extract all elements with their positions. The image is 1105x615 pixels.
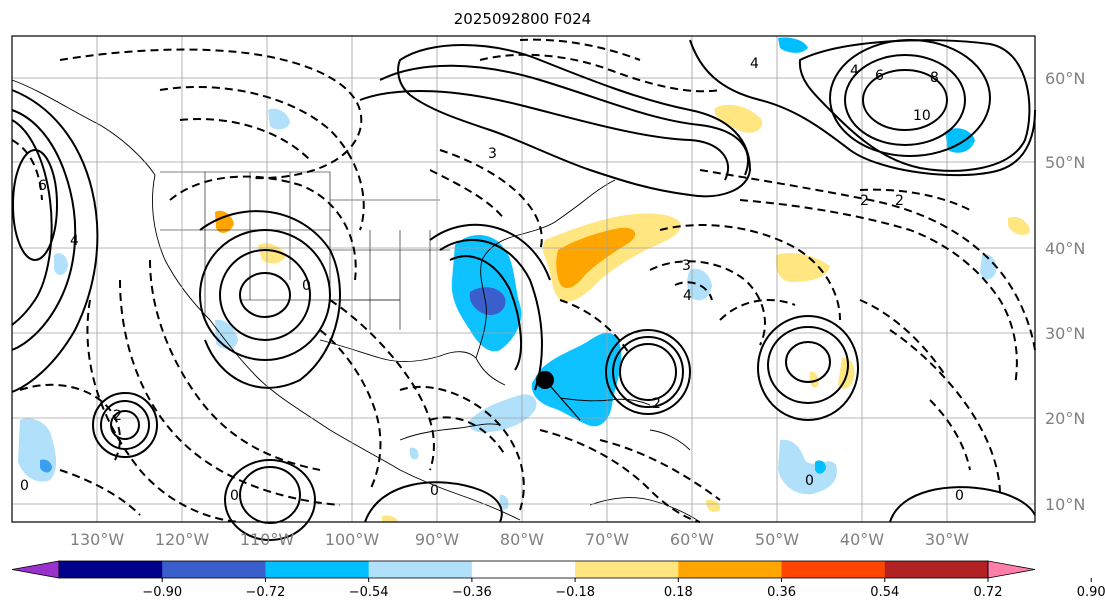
contour-label: 2 [860, 193, 869, 209]
contour-label: 2 [895, 193, 904, 209]
colorbar-tick-label: 0.18 [664, 585, 693, 600]
contour-label: 2 [652, 396, 661, 412]
contour-label: 0 [230, 488, 239, 504]
colorbar-cell [59, 561, 163, 578]
lat-label: 60°N [1045, 69, 1085, 88]
colorbar: −0.90 −0.72 −0.54 −0.36 −0.18 0.18 0.36 0.54 0.7… [11, 560, 1105, 600]
colorbar-tick-label: −0.36 [452, 585, 492, 600]
contour-label: 4 [750, 56, 759, 72]
latitude-labels: 60°N 50°N 40°N 30°N 20°N 10°N [1045, 69, 1085, 514]
colorbar-cell [265, 561, 370, 578]
colorbar-extend-max [987, 560, 1036, 579]
contour-label: 0 [20, 478, 29, 494]
contour-label: 0 [430, 483, 439, 499]
lat-label: 40°N [1045, 239, 1085, 258]
colorbar-cell [678, 561, 783, 578]
contour-label: 4 [70, 233, 79, 249]
map-title: 2025092800 F024 [453, 10, 592, 28]
lon-label: 90°W [415, 530, 459, 549]
contour-label: 0 [955, 488, 964, 504]
map-border [11, 35, 1036, 523]
lat-label: 30°N [1045, 324, 1085, 343]
lon-label: 70°W [585, 530, 629, 549]
contour-labels: 10 8 6 4 4 6 4 2 2 3 3 0 0 0 2 2 4 0 0 0 [20, 56, 964, 504]
colorbar-tick-label: 0.72 [974, 585, 1003, 600]
contour-label: 4 [683, 288, 692, 304]
map-panel: 10 8 6 4 4 6 4 2 2 3 3 0 0 0 2 2 4 0 0 0 [11, 35, 1036, 541]
lon-label: 40°W [840, 530, 884, 549]
colorbar-tick-label: −0.90 [142, 585, 182, 600]
lon-label: 80°W [500, 530, 544, 549]
contour-label: 3 [682, 258, 691, 274]
colorbar-tick-label: −0.18 [555, 585, 595, 600]
colorbar-cell [884, 561, 989, 578]
dashed-contours [11, 38, 1036, 523]
contour-label: 0 [805, 473, 814, 489]
contour-label: 2 [113, 408, 122, 424]
contour-label: 4 [850, 63, 859, 79]
lat-label: 10°N [1045, 495, 1085, 514]
lon-label: 60°W [670, 530, 714, 549]
colorbar-tick-label: 0.54 [870, 585, 899, 600]
contour-label: 6 [38, 178, 47, 194]
lon-label: 30°W [925, 530, 969, 549]
shaded-fields [18, 37, 1030, 522]
contour-label: 3 [488, 146, 497, 162]
colorbar-cell [575, 561, 679, 578]
contour-label: 6 [875, 68, 884, 84]
state-borders [160, 171, 450, 330]
solid-contours [11, 39, 1036, 541]
contour-label: 8 [930, 70, 939, 86]
lon-label: 130°W [70, 530, 125, 549]
colorbar-border [58, 560, 989, 579]
contour-label: 10 [913, 108, 931, 124]
colorbar-cell [471, 561, 576, 578]
lon-label: 50°W [755, 530, 799, 549]
colorbar-cell [368, 561, 473, 578]
storm-track-line [544, 379, 581, 421]
colorbar-tick-label: −0.72 [246, 585, 286, 600]
lon-label: 120°W [155, 530, 210, 549]
graticule [12, 36, 1035, 522]
colorbar-tick-label: 0.36 [767, 585, 796, 600]
lat-label: 20°N [1045, 409, 1085, 428]
longitude-labels: 130°W 120°W 110°W 100°W 90°W 80°W 70°W 6… [70, 530, 969, 549]
colorbar-cell [162, 561, 266, 578]
lat-label: 50°N [1045, 153, 1085, 172]
colorbar-extend-min [11, 560, 60, 579]
colorbar-tick-label: −0.54 [349, 585, 389, 600]
lon-label: 110°W [240, 530, 295, 549]
lon-label: 100°W [325, 530, 380, 549]
contour-label: 0 [302, 278, 311, 294]
colorbar-cell [781, 561, 886, 578]
colorbar-tick-label: 0.90 [1077, 585, 1105, 600]
